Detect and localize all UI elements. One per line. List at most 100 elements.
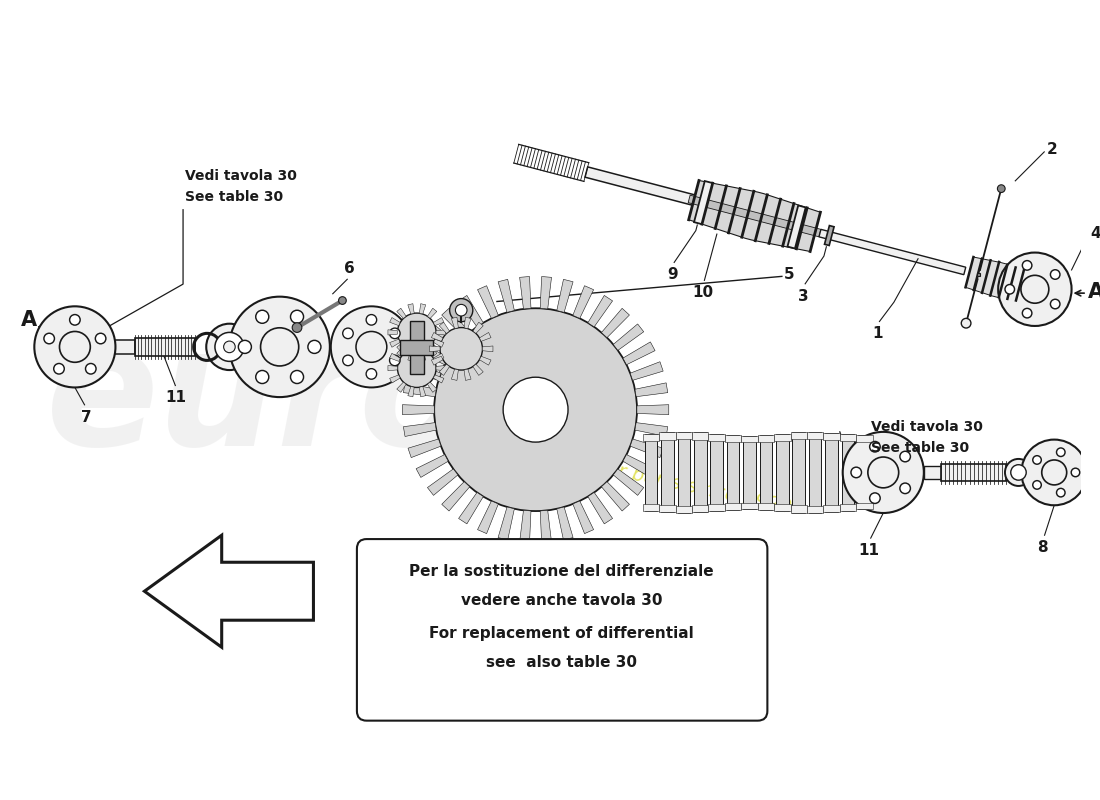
Polygon shape xyxy=(144,535,314,647)
Polygon shape xyxy=(442,482,470,511)
Circle shape xyxy=(389,355,400,366)
Bar xyxy=(410,321,424,374)
Circle shape xyxy=(1022,439,1087,506)
Circle shape xyxy=(206,324,253,370)
Bar xyxy=(842,434,855,510)
Polygon shape xyxy=(519,510,531,543)
Circle shape xyxy=(961,318,971,328)
Polygon shape xyxy=(557,279,573,312)
Circle shape xyxy=(96,334,106,344)
Text: Vedi tavola 30: Vedi tavola 30 xyxy=(185,169,297,182)
Polygon shape xyxy=(473,364,483,375)
Polygon shape xyxy=(630,362,663,380)
Bar xyxy=(741,502,758,509)
Polygon shape xyxy=(404,422,437,437)
Polygon shape xyxy=(498,507,515,540)
Circle shape xyxy=(366,314,376,325)
Bar xyxy=(725,435,741,442)
Polygon shape xyxy=(464,369,471,380)
Text: 2: 2 xyxy=(1047,142,1058,158)
Bar xyxy=(825,433,838,512)
Circle shape xyxy=(308,340,321,354)
Polygon shape xyxy=(480,356,491,365)
Polygon shape xyxy=(464,318,471,329)
Polygon shape xyxy=(689,181,821,251)
Circle shape xyxy=(900,451,911,462)
Polygon shape xyxy=(573,286,594,318)
Circle shape xyxy=(1005,285,1014,294)
Polygon shape xyxy=(433,354,444,362)
Text: Vedi tavola 30: Vedi tavola 30 xyxy=(871,420,982,434)
Circle shape xyxy=(293,322,301,332)
FancyBboxPatch shape xyxy=(356,539,768,721)
Bar xyxy=(807,506,824,513)
Bar xyxy=(642,504,659,511)
Bar xyxy=(708,504,725,511)
Bar xyxy=(661,433,673,513)
Polygon shape xyxy=(788,206,805,249)
Text: See table 30: See table 30 xyxy=(871,441,969,455)
Circle shape xyxy=(239,340,252,354)
Text: 5: 5 xyxy=(784,267,794,282)
Bar xyxy=(678,432,690,513)
Bar xyxy=(792,432,805,513)
Polygon shape xyxy=(428,382,437,392)
Polygon shape xyxy=(408,304,415,314)
Text: a passion for parts since 1990: a passion for parts since 1990 xyxy=(500,438,793,517)
Circle shape xyxy=(1011,465,1026,480)
Circle shape xyxy=(69,314,80,325)
Circle shape xyxy=(434,308,637,511)
Circle shape xyxy=(397,349,436,387)
Polygon shape xyxy=(694,181,713,224)
Circle shape xyxy=(440,327,483,370)
Polygon shape xyxy=(389,354,400,362)
Circle shape xyxy=(868,457,899,488)
Polygon shape xyxy=(433,339,444,347)
Polygon shape xyxy=(623,342,656,365)
Bar xyxy=(642,434,659,441)
Polygon shape xyxy=(419,386,426,397)
Polygon shape xyxy=(439,322,450,334)
Circle shape xyxy=(843,432,924,513)
Text: see  also table 30: see also table 30 xyxy=(486,655,637,670)
Polygon shape xyxy=(428,308,437,318)
Polygon shape xyxy=(388,330,397,335)
Circle shape xyxy=(1033,481,1042,489)
Circle shape xyxy=(339,297,346,304)
Bar xyxy=(824,505,839,512)
Polygon shape xyxy=(825,226,834,246)
Text: 4: 4 xyxy=(1090,226,1100,241)
Polygon shape xyxy=(477,286,498,318)
Text: 1: 1 xyxy=(872,326,883,342)
Circle shape xyxy=(34,306,116,387)
Circle shape xyxy=(331,306,412,387)
Polygon shape xyxy=(416,454,449,478)
Bar xyxy=(659,433,675,440)
Polygon shape xyxy=(388,366,397,370)
Polygon shape xyxy=(397,346,406,357)
Circle shape xyxy=(397,313,436,352)
Text: See table 30: See table 30 xyxy=(185,190,283,204)
Polygon shape xyxy=(587,295,613,327)
Polygon shape xyxy=(389,318,400,326)
Polygon shape xyxy=(431,333,443,342)
Circle shape xyxy=(389,328,400,338)
Polygon shape xyxy=(397,308,406,318)
Polygon shape xyxy=(408,439,441,458)
Text: A: A xyxy=(21,310,36,330)
Polygon shape xyxy=(428,469,458,495)
Bar xyxy=(675,432,692,439)
Circle shape xyxy=(1033,456,1042,464)
Circle shape xyxy=(998,253,1071,326)
Polygon shape xyxy=(966,257,1032,302)
Bar xyxy=(711,434,723,511)
Circle shape xyxy=(290,370,304,383)
Polygon shape xyxy=(540,277,551,309)
Circle shape xyxy=(998,185,1005,193)
Circle shape xyxy=(450,298,473,322)
Bar xyxy=(791,506,807,513)
Polygon shape xyxy=(408,350,415,361)
Polygon shape xyxy=(587,493,613,524)
Circle shape xyxy=(1042,460,1067,485)
Bar xyxy=(774,504,791,511)
